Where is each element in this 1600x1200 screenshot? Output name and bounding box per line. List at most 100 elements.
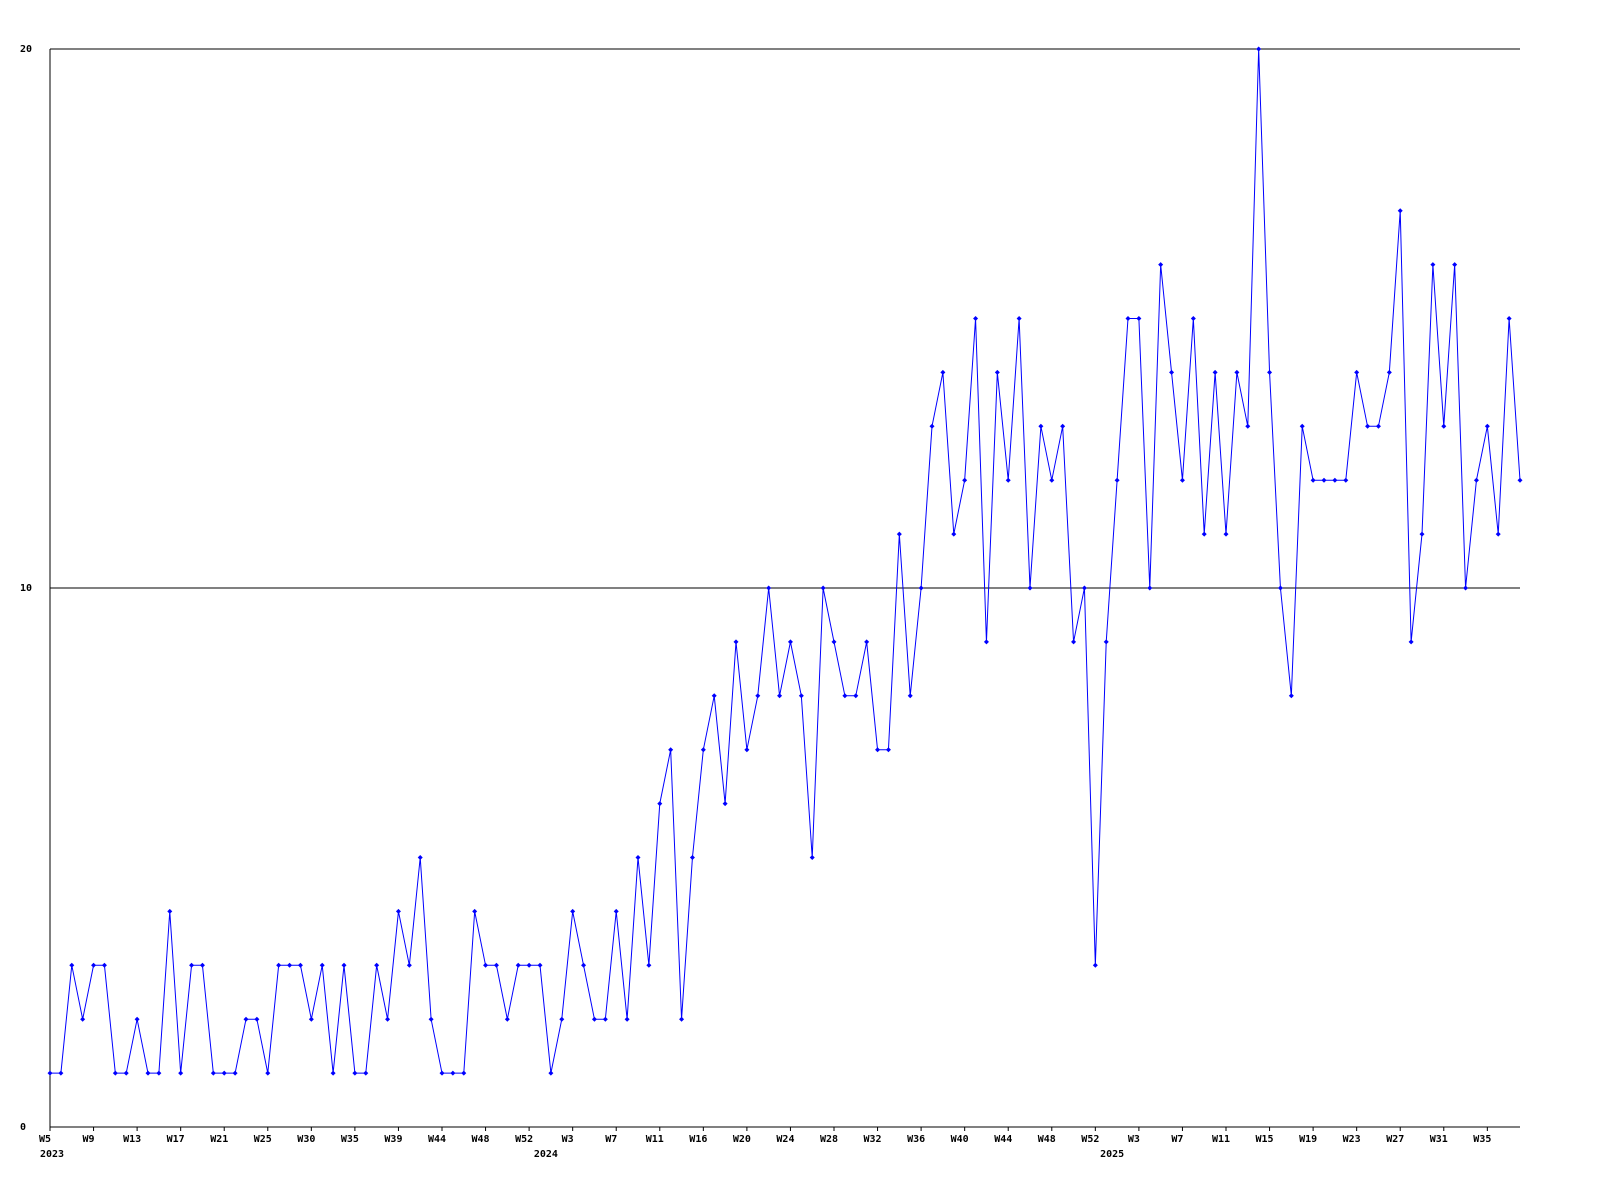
marker (940, 369, 946, 375)
x-tick-label: W19 (1299, 1134, 1317, 1145)
marker (526, 962, 532, 968)
x-tick-label: W24 (776, 1134, 794, 1145)
y-tick-label: 20 (20, 44, 32, 55)
marker (1288, 693, 1294, 699)
marker (91, 962, 97, 968)
marker (1299, 423, 1305, 429)
marker (613, 908, 619, 914)
marker (853, 693, 859, 699)
marker (319, 962, 325, 968)
marker (1049, 477, 1055, 483)
marker (1147, 585, 1153, 591)
year-label: 2025 (1100, 1149, 1124, 1160)
marker (602, 1016, 608, 1022)
x-tick-label: W20 (733, 1134, 751, 1145)
marker (450, 1070, 456, 1076)
marker (1310, 477, 1316, 483)
marker (548, 1070, 554, 1076)
marker (1071, 639, 1077, 645)
marker (221, 1070, 227, 1076)
x-tick-label: W23 (1343, 1134, 1361, 1145)
x-tick-label: W36 (907, 1134, 925, 1145)
marker (1343, 477, 1349, 483)
marker (1245, 423, 1251, 429)
marker (1027, 585, 1033, 591)
marker (352, 1070, 358, 1076)
marker (1397, 208, 1403, 214)
marker (1158, 262, 1164, 268)
marker (994, 369, 1000, 375)
x-tick-label: W3 (1128, 1134, 1140, 1145)
x-tick-label: W16 (689, 1134, 707, 1145)
marker (591, 1016, 597, 1022)
marker (1452, 262, 1458, 268)
marker (1419, 531, 1425, 537)
x-tick-label: W13 (123, 1134, 141, 1145)
marker (929, 423, 935, 429)
x-tick-label: W15 (1256, 1134, 1274, 1145)
x-tick-label: W35 (1473, 1134, 1491, 1145)
marker (1517, 477, 1523, 483)
marker (112, 1070, 118, 1076)
marker (145, 1070, 151, 1076)
x-tick-label: W30 (297, 1134, 315, 1145)
x-tick-label: W17 (167, 1134, 185, 1145)
marker (1441, 423, 1447, 429)
marker (1321, 477, 1327, 483)
marker (1212, 369, 1218, 375)
x-tick-label: W3 (562, 1134, 574, 1145)
marker (47, 1070, 53, 1076)
marker (1234, 369, 1240, 375)
marker (973, 316, 979, 321)
x-tick-label: W27 (1386, 1134, 1404, 1145)
x-tick-label: W48 (472, 1134, 490, 1145)
marker (297, 962, 303, 968)
marker (1277, 585, 1283, 591)
marker (308, 1016, 314, 1022)
marker (1081, 585, 1087, 591)
x-tick-label: W52 (515, 1134, 533, 1145)
marker (581, 962, 587, 968)
marker (1506, 316, 1512, 321)
marker (504, 1016, 510, 1022)
marker (1223, 531, 1229, 537)
marker (1473, 477, 1479, 483)
marker (679, 1016, 685, 1022)
marker (1365, 423, 1371, 429)
marker (101, 962, 107, 968)
marker (842, 693, 848, 699)
marker (755, 693, 761, 699)
x-tick-label: W39 (384, 1134, 402, 1145)
marker (374, 962, 380, 968)
marker (167, 908, 173, 914)
marker (657, 801, 663, 807)
x-tick-label: W21 (210, 1134, 228, 1145)
marker (134, 1016, 140, 1022)
line (50, 48, 1521, 1074)
marker (265, 1070, 271, 1076)
x-tick-label: W40 (951, 1134, 969, 1145)
marker (493, 962, 499, 968)
marker (483, 962, 489, 968)
marker (831, 639, 837, 645)
marker (1484, 423, 1490, 429)
marker (330, 1070, 336, 1076)
x-tick-label: W52 (1081, 1134, 1099, 1145)
marker (570, 908, 576, 914)
marker (689, 855, 695, 860)
x-tick-label: W44 (428, 1134, 446, 1145)
marker (624, 1016, 630, 1022)
marker (1430, 262, 1436, 268)
x-tick-label: W31 (1430, 1134, 1448, 1145)
x-tick-label: W7 (605, 1134, 617, 1145)
marker (864, 639, 870, 645)
marker (1060, 423, 1066, 429)
marker (472, 908, 478, 914)
marker (341, 962, 347, 968)
marker (1125, 316, 1131, 321)
x-tick-label: W11 (1212, 1134, 1230, 1145)
marker (700, 747, 706, 753)
marker (1463, 585, 1469, 591)
marker (733, 639, 739, 645)
marker (123, 1070, 129, 1076)
